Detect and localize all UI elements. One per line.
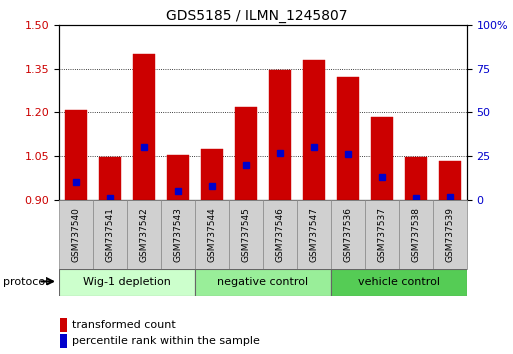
Text: GSM737539: GSM737539 [445, 207, 455, 262]
Text: vehicle control: vehicle control [358, 277, 440, 287]
Text: GSM737542: GSM737542 [140, 207, 148, 262]
Bar [195, 200, 229, 269]
Text: GSM737543: GSM737543 [173, 207, 183, 262]
Bar [93, 200, 127, 269]
Bar [127, 200, 161, 269]
Bar [439, 161, 461, 200]
Bar [405, 158, 427, 200]
Bar [201, 149, 223, 200]
Bar [60, 334, 67, 348]
Text: GSM737540: GSM737540 [71, 207, 81, 262]
Bar [195, 269, 331, 296]
Bar [371, 117, 393, 200]
Bar [365, 200, 399, 269]
Text: GSM737546: GSM737546 [275, 207, 284, 262]
Text: GSM737545: GSM737545 [242, 207, 250, 262]
Bar [99, 158, 121, 200]
Bar [331, 269, 467, 296]
Text: GSM737537: GSM737537 [378, 207, 386, 262]
Text: percentile rank within the sample: percentile rank within the sample [72, 336, 260, 346]
Bar [59, 200, 93, 269]
Bar [229, 200, 263, 269]
Bar [399, 200, 433, 269]
Bar [167, 155, 189, 200]
Bar [59, 269, 195, 296]
Bar [331, 200, 365, 269]
Text: GSM737536: GSM737536 [343, 207, 352, 262]
Bar [263, 200, 297, 269]
Text: negative control: negative control [218, 277, 308, 287]
Bar [337, 77, 359, 200]
Text: GSM737547: GSM737547 [309, 207, 319, 262]
Bar [65, 110, 87, 200]
Text: GSM737541: GSM737541 [106, 207, 114, 262]
Text: GSM737538: GSM737538 [411, 207, 420, 262]
Text: GDS5185 / ILMN_1245807: GDS5185 / ILMN_1245807 [166, 9, 347, 23]
Bar [235, 107, 257, 200]
Bar [133, 54, 155, 200]
Bar [60, 318, 67, 332]
Bar [161, 200, 195, 269]
Bar [303, 60, 325, 200]
Text: GSM737544: GSM737544 [207, 207, 216, 262]
Text: transformed count: transformed count [72, 320, 175, 330]
Text: protocol: protocol [3, 278, 48, 287]
Text: Wig-1 depletion: Wig-1 depletion [83, 277, 171, 287]
Bar [433, 200, 467, 269]
Bar [269, 70, 291, 200]
Bar [297, 200, 331, 269]
